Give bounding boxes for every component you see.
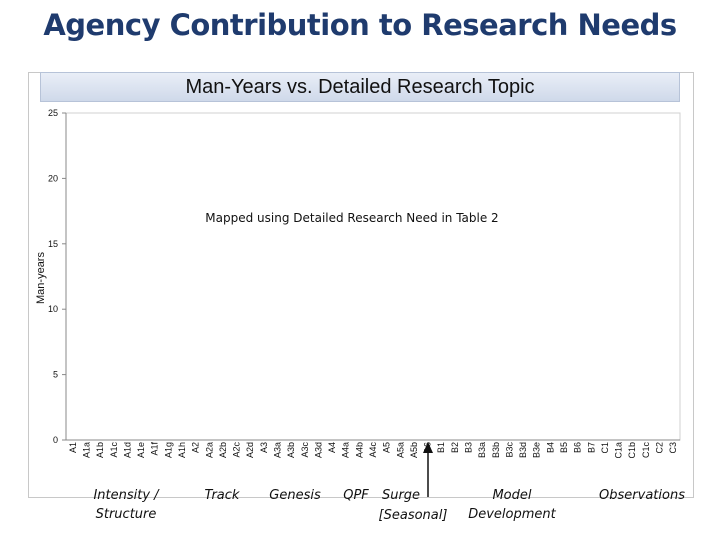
y-tick-label: 5 xyxy=(53,370,58,380)
x-tick-label: B3e xyxy=(532,442,542,458)
x-tick-label: A4c xyxy=(368,442,378,458)
x-tick-label: A1h xyxy=(177,442,187,458)
y-tick-label: 20 xyxy=(48,173,58,183)
x-tick-label: A1g xyxy=(163,442,173,458)
x-tick-label: B3d xyxy=(518,442,528,458)
x-tick-label: B2 xyxy=(450,442,460,453)
x-axis: A1 A1a A1b A1c A1d A1e A1f A1g A1h A2 A2a A2b A2c A2d… xyxy=(66,439,680,459)
x-tick-label: A3a xyxy=(272,442,282,458)
x-tick-label: B5 xyxy=(559,442,569,453)
group-label-line: Track xyxy=(204,488,240,503)
surge-arrow xyxy=(423,442,433,497)
x-tick-label: B7 xyxy=(586,442,596,453)
x-tick-label: A5a xyxy=(395,442,405,458)
group-label-intensity: Intensity / Structure xyxy=(76,486,176,524)
x-tick-label: A1c xyxy=(109,442,119,458)
y-axis: 0 5 10 15 20 25 xyxy=(48,108,67,445)
x-tick-label: A3b xyxy=(286,442,296,458)
group-label-observations: Observations xyxy=(594,486,690,505)
x-tick-label: A2d xyxy=(245,442,255,458)
x-tick-label: A1a xyxy=(81,442,91,458)
chart-title: Man-Years vs. Detailed Research Topic xyxy=(185,76,535,98)
group-label-model: Model Development xyxy=(464,486,560,524)
y-tick-label: 10 xyxy=(48,304,58,314)
x-tick-label: A4b xyxy=(354,442,364,458)
x-tick-label: C2 xyxy=(655,442,665,454)
group-label-line: Surge xyxy=(381,488,421,503)
slide-title: Agency Contribution to Research Needs xyxy=(43,8,677,42)
group-label-line: Genesis xyxy=(269,488,321,503)
x-tick-label: B4 xyxy=(545,442,555,453)
group-label-line: [Seasonal] xyxy=(378,508,448,523)
x-tick-label: A3c xyxy=(300,442,310,458)
x-tick-label: C1b xyxy=(627,442,637,459)
x-tick-label: B3c xyxy=(504,442,514,458)
x-tick-label: B1 xyxy=(436,442,446,453)
x-tick-label: A1d xyxy=(122,442,132,458)
x-tick-label: A3d xyxy=(313,442,323,458)
group-label-genesis: Genesis xyxy=(262,486,328,505)
x-tick-label: A1 xyxy=(68,442,78,453)
x-tick-label: C1 xyxy=(600,442,610,454)
group-label-qpf: QPF xyxy=(336,486,376,505)
x-tick-label: A4 xyxy=(327,442,337,453)
group-label-surge: Surge [Seasonal] xyxy=(368,486,458,525)
chart-frame xyxy=(28,72,694,498)
x-tick-label: A2c xyxy=(232,442,242,458)
chart-annotation: Mapped using Detailed Research Need in T… xyxy=(205,211,498,225)
chart-title-banner xyxy=(40,72,680,102)
x-tick-label: A1b xyxy=(95,442,105,458)
x-tick-label: A1f xyxy=(150,442,160,456)
x-tick-label: A2 xyxy=(191,442,201,453)
x-tick-label: C1a xyxy=(614,442,624,459)
x-tick-label: A3 xyxy=(259,442,269,453)
y-tick-label: 0 xyxy=(53,435,58,445)
x-tick-label: B6 xyxy=(573,442,583,453)
group-label-track: Track xyxy=(192,486,252,505)
group-label-line: Structure xyxy=(95,507,157,522)
y-tick-label: 25 xyxy=(48,108,58,118)
x-tick-label: A4a xyxy=(341,442,351,458)
x-tick-label: A1e xyxy=(136,442,146,458)
x-tick-label: A2a xyxy=(204,442,214,458)
group-label-line: QPF xyxy=(343,488,369,503)
group-label-line: Intensity / xyxy=(93,488,159,503)
x-tick-label: A5 xyxy=(382,442,392,453)
x-tick-label: C3 xyxy=(668,442,678,454)
x-tick-label: A5b xyxy=(409,442,419,458)
group-label-line: Observations xyxy=(599,488,685,503)
x-tick-label: B3a xyxy=(477,442,487,458)
y-tick-label: 15 xyxy=(48,239,58,249)
x-tick-label: B3 xyxy=(464,442,474,453)
plot-area xyxy=(65,112,681,441)
x-tick-label: B3b xyxy=(491,442,501,458)
group-label-line: Development xyxy=(468,507,556,522)
y-axis-label: Man-years xyxy=(35,252,47,304)
x-tick-label: C1c xyxy=(641,442,651,459)
plot-border xyxy=(65,112,681,441)
x-tick-label: A2b xyxy=(218,442,228,458)
group-label-line: Model xyxy=(492,488,532,503)
